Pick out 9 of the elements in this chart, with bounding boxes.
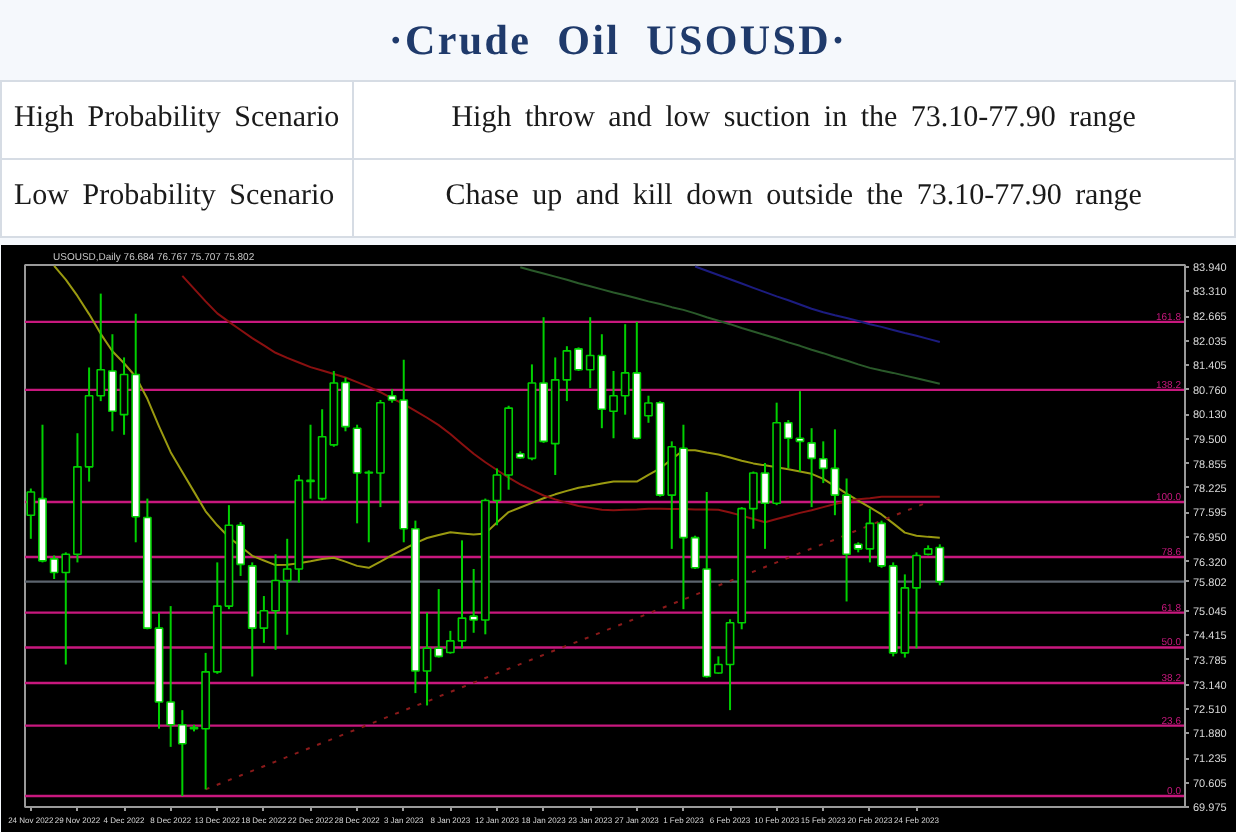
text: Low Probability Scenario	[1, 159, 353, 237]
chart-title: ·Crude Oil USOUSD·	[388, 14, 848, 68]
line-series	[53, 265, 941, 569]
text: High throw and low suction in the 73.10-77.90 range	[352, 81, 1235, 159]
line-series	[694, 265, 941, 343]
line-series	[181, 274, 941, 524]
text: Chase up and kill down outside the 73.10-77.90 range	[352, 159, 1235, 237]
line-series	[519, 266, 941, 385]
text: High Probability Scenario	[1, 81, 353, 159]
